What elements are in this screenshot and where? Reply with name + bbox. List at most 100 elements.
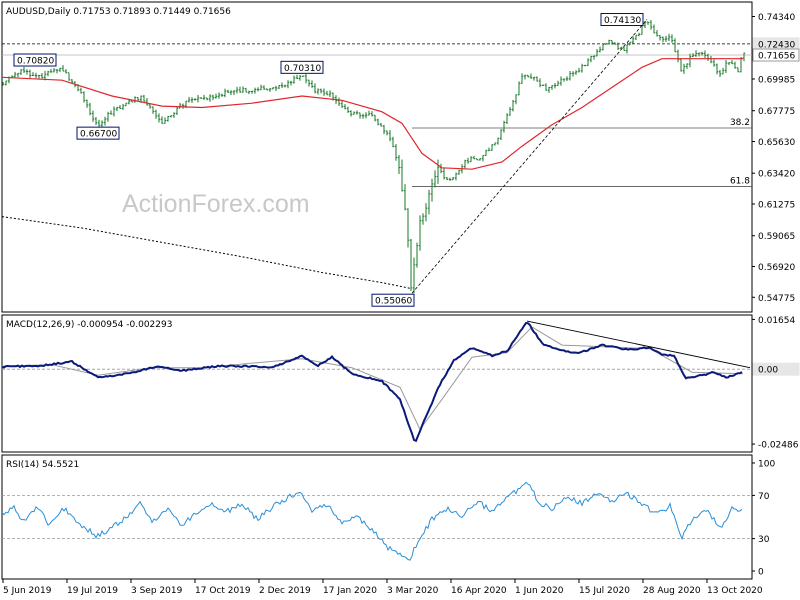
candle [124, 102, 128, 107]
ma-path [1, 58, 743, 170]
candle [280, 82, 284, 89]
candle [532, 76, 536, 81]
candle [424, 203, 428, 222]
candle [223, 88, 227, 98]
candle [571, 71, 575, 77]
candle [205, 97, 209, 101]
candle [475, 158, 479, 161]
candle [556, 80, 560, 87]
candle [304, 73, 308, 84]
candle [676, 49, 680, 63]
candle [415, 242, 419, 268]
candle [142, 95, 146, 102]
candle [733, 61, 737, 69]
swing-label: 0.70310 [280, 60, 324, 74]
candle [391, 136, 395, 148]
candle [313, 83, 317, 94]
candle [4, 80, 8, 86]
candle [439, 163, 443, 174]
candle [220, 93, 224, 97]
candle [52, 67, 56, 73]
swing-label-text: 0.55060 [375, 297, 412, 307]
candle [418, 215, 422, 251]
candle [544, 83, 548, 91]
candle [502, 120, 506, 133]
rsi-gridlines [2, 494, 752, 539]
candle [112, 106, 116, 117]
candle [724, 60, 728, 74]
candle [79, 87, 83, 94]
rsi-y-tick-label: 70 [758, 492, 770, 502]
candle [517, 81, 521, 96]
candle [535, 76, 539, 82]
swing-label: 0.66700 [76, 126, 120, 140]
candle [97, 119, 101, 128]
rsi-y-axis: 100 70 30 0 [752, 460, 775, 578]
candle [430, 178, 434, 202]
candle [637, 32, 641, 37]
candle [394, 144, 398, 161]
candle [352, 111, 356, 115]
candle [742, 52, 746, 62]
candle [85, 99, 89, 108]
candle [148, 104, 152, 109]
price-y-tick-label: 0.59065 [758, 232, 795, 242]
candle [574, 70, 578, 75]
candle [136, 97, 140, 101]
x-tick-label: 2 Dec 2019 [259, 586, 311, 596]
x-tick-label: 5 Jun 2019 [3, 586, 52, 596]
candle [226, 89, 230, 94]
price-gridlines [2, 43, 752, 56]
candle [229, 90, 233, 96]
candle [565, 76, 569, 82]
candle [154, 109, 158, 119]
candle [652, 24, 656, 34]
swing-label-text: 0.70310 [284, 64, 321, 74]
candle [499, 129, 503, 140]
rsi-y-tick-label: 30 [758, 535, 770, 545]
candle [88, 102, 92, 116]
candle [274, 85, 278, 92]
candle [238, 86, 242, 93]
rsi-y-tick-label: 100 [758, 460, 775, 470]
candle [442, 168, 446, 180]
candle [562, 78, 566, 82]
candle [451, 176, 455, 181]
candle [604, 42, 608, 45]
candle [508, 106, 512, 116]
candle [397, 155, 401, 175]
candle [685, 63, 689, 69]
candle [181, 103, 185, 109]
price-trendline [411, 19, 648, 294]
candle [253, 87, 257, 94]
candle [367, 110, 371, 116]
candle [373, 114, 377, 122]
candle [466, 157, 470, 164]
candle [25, 69, 29, 75]
candle [322, 88, 326, 96]
candle [613, 42, 617, 45]
candle [598, 46, 602, 53]
candle [301, 75, 305, 77]
candle [433, 170, 437, 188]
candle [496, 137, 500, 145]
candle [661, 36, 665, 43]
x-tick-label: 19 Jul 2019 [67, 586, 118, 596]
candle [589, 55, 593, 63]
candle [361, 113, 365, 119]
candle [559, 76, 563, 86]
x-axis: 5 Jun 2019 19 Jul 2019 3 Sep 2019 17 Oct 20… [2, 579, 763, 596]
candle [244, 87, 248, 93]
candle [388, 130, 392, 142]
swing-label: 0.70820 [13, 53, 57, 67]
swing-labels: 0.70820 0.66700 0.70310 0.55060 0.74130 [13, 13, 644, 307]
candle [667, 33, 671, 42]
macd-y-tick-label: 0.01654 [758, 316, 795, 326]
candle [289, 80, 293, 86]
candle [241, 86, 245, 93]
candle [445, 177, 449, 181]
price-y-tick-label: 0.72430 [758, 40, 795, 50]
candle [49, 68, 53, 73]
candle [364, 112, 368, 119]
candle [655, 30, 659, 37]
